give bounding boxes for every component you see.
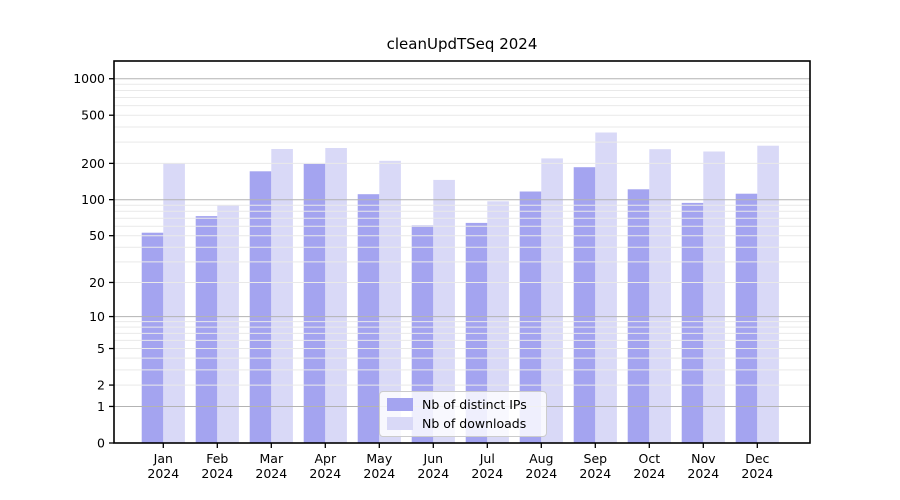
bar-apr-downloads: [325, 148, 347, 443]
y-tick-label: 1: [97, 399, 105, 414]
x-tick-label-month: Mar: [260, 451, 284, 466]
x-tick-label-year: 2024: [363, 466, 395, 481]
x-tick-label-year: 2024: [525, 466, 557, 481]
y-tick-label: 0: [97, 436, 105, 451]
bar-sep-downloads: [595, 132, 617, 443]
bar-dec-downloads: [757, 145, 779, 443]
x-tick-label-year: 2024: [201, 466, 233, 481]
bar-jun-downloads: [433, 179, 455, 443]
y-tick-label: 50: [89, 228, 105, 243]
bar-mar-downloads: [271, 149, 293, 443]
x-tick-label-year: 2024: [633, 466, 665, 481]
y-tick-label: 200: [81, 156, 105, 171]
legend-item-downloads: Nb of downloads: [387, 416, 538, 431]
x-tick-label-month: Apr: [314, 451, 336, 466]
y-tick-label: 500: [81, 108, 105, 123]
x-tick-label-month: Sep: [584, 451, 608, 466]
x-tick-label-month: May: [366, 451, 392, 466]
bar-aug-distinct-ips: [519, 191, 542, 443]
legend-item-distinct-ips: Nb of distinct IPs: [387, 397, 538, 412]
x-tick-label-month: Aug: [529, 451, 553, 466]
bar-may-distinct-ips: [357, 194, 380, 443]
bar-sep-distinct-ips: [573, 167, 596, 443]
x-tick-label-year: 2024: [471, 466, 503, 481]
bar-jan-distinct-ips: [141, 232, 164, 443]
bar-may-downloads: [379, 160, 401, 444]
bar-nov-downloads: [703, 151, 725, 443]
x-tick-label-year: 2024: [687, 466, 719, 481]
x-tick-label-year: 2024: [255, 466, 287, 481]
chart-title: cleanUpdTSeq 2024: [386, 35, 538, 53]
bar-aug-downloads: [541, 158, 563, 443]
bar-jan-downloads: [163, 163, 185, 443]
x-tick-label-month: Jan: [153, 451, 173, 466]
x-tick-label-month: Oct: [638, 451, 660, 466]
x-tick-label-year: 2024: [741, 466, 773, 481]
y-tick-label: 5: [97, 341, 105, 356]
legend: Nb of distinct IPs Nb of downloads: [379, 391, 547, 437]
x-tick-label-month: Nov: [691, 451, 716, 466]
plot-frame: [113, 60, 811, 444]
x-tick-label-year: 2024: [579, 466, 611, 481]
y-tick-label: 1000: [73, 71, 105, 86]
downloads-swatch: [387, 417, 413, 430]
x-tick-label-year: 2024: [309, 466, 341, 481]
bar-feb-distinct-ips: [195, 216, 218, 443]
bar-nov-distinct-ips: [681, 202, 704, 443]
bar-mar-distinct-ips: [249, 171, 272, 444]
bar-dec-distinct-ips: [735, 193, 758, 443]
legend-label-distinct-ips: Nb of distinct IPs: [422, 397, 527, 412]
bar-jun-distinct-ips: [411, 225, 434, 443]
distinct-ips-swatch: [387, 398, 413, 411]
bar-feb-downloads: [217, 205, 239, 443]
y-tick-label: 10: [89, 309, 105, 324]
x-tick-label-month: Feb: [206, 451, 228, 466]
y-tick-label: 2: [97, 378, 105, 393]
y-tick-label: 100: [81, 192, 105, 207]
bar-oct-downloads: [649, 149, 671, 443]
legend-label-downloads: Nb of downloads: [422, 416, 527, 431]
y-tick-label: 20: [89, 275, 105, 290]
x-tick-label-year: 2024: [417, 466, 449, 481]
x-tick-label-month: Jun: [423, 451, 444, 466]
x-tick-label-month: Dec: [745, 451, 769, 466]
x-tick-label-month: Jul: [479, 451, 495, 466]
x-tick-label-year: 2024: [147, 466, 179, 481]
bar-apr-distinct-ips: [303, 163, 326, 443]
